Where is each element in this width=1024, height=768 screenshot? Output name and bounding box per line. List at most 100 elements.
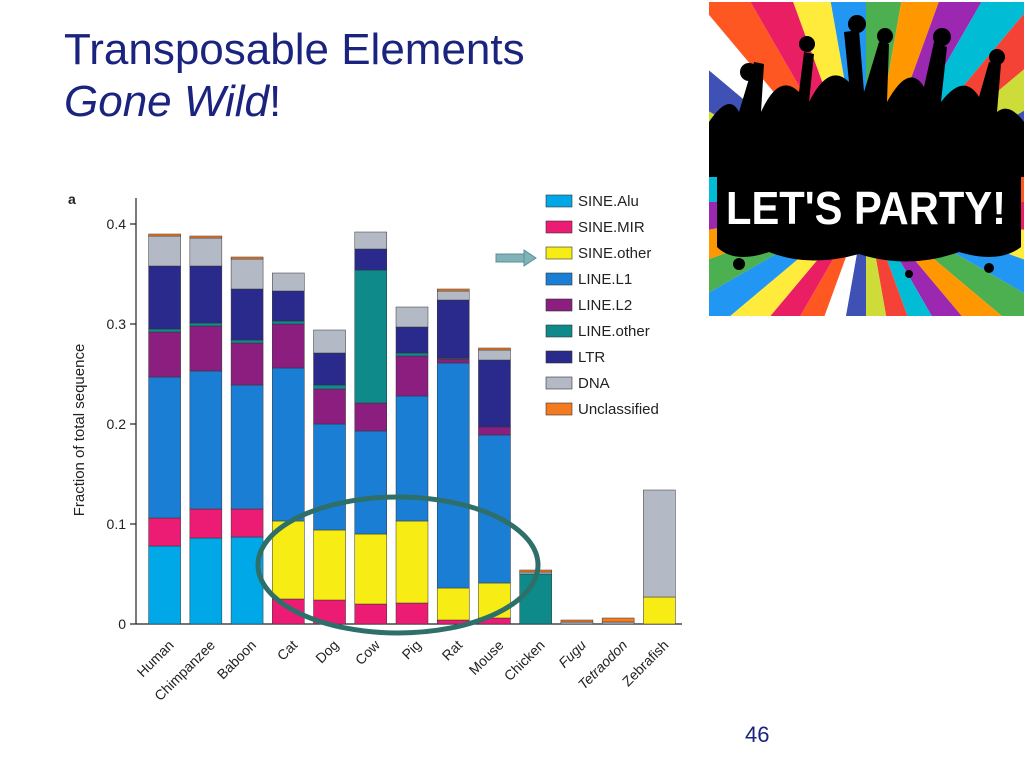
- bar-segment-line-l1: [313, 423, 346, 531]
- bar-segment-unclassified: [601, 617, 635, 623]
- bar-segment-ltr: [230, 288, 264, 341]
- ink-drop: [905, 270, 913, 278]
- title-line-2: Gone Wild!: [64, 76, 525, 128]
- bar-segment-line-l2: [354, 402, 388, 432]
- bar-segment-unclassified: [560, 619, 594, 623]
- bar-segment-line-other: [395, 352, 429, 357]
- bar-segment-dna: [354, 231, 388, 250]
- y-axis-label: Fraction of total sequence: [71, 344, 88, 517]
- legend-label: SINE.other: [578, 245, 651, 262]
- stacked-bar-chart: a Fraction of total sequence 0 0.1 0.2 0.3 0…: [68, 191, 682, 704]
- bar-segment-sine-mir: [148, 517, 181, 547]
- bar-segment-dna: [643, 489, 676, 598]
- highlight-ellipse: [255, 494, 541, 636]
- bar-segment-dna: [189, 237, 223, 267]
- bar-segment-line-other: [272, 320, 305, 325]
- rainbow-ray: [866, 69, 1024, 202]
- bar-segment-line-l2: [313, 388, 346, 425]
- bar-segment-ltr: [478, 359, 511, 428]
- bar-segment-ltr: [313, 352, 346, 386]
- bar-segment-line-l2: [189, 325, 223, 372]
- legend-swatch: [545, 350, 573, 364]
- bar-segment-line-l1: [148, 376, 181, 519]
- bar-segment-sine-mir: [313, 599, 346, 625]
- bar-segment-line-other: [313, 384, 346, 390]
- bar-segment-sine-alu: [230, 536, 264, 625]
- y-tick-label: 0.4: [107, 216, 127, 232]
- bar-segment-dna: [230, 258, 264, 290]
- bar-segment-dna: [148, 235, 181, 267]
- bar-segment-unclassified: [230, 256, 264, 260]
- bars: [148, 231, 676, 625]
- legend-label: LINE.other: [578, 323, 650, 340]
- bar-segment-line-l2: [395, 355, 429, 397]
- bar-segment-sine-mir: [354, 603, 388, 625]
- bar-segment-line-l1: [230, 384, 264, 510]
- arrow-icon: [495, 249, 537, 267]
- bar-segment-line-other: [189, 322, 223, 327]
- x-tick-label: Baboon: [214, 637, 259, 682]
- bar-segment-line-l1: [354, 430, 388, 535]
- bar-segment-sine-other: [354, 533, 388, 605]
- y-tick-label: 0: [118, 616, 126, 632]
- title-line-1: Transposable Elements: [64, 25, 525, 74]
- bar-segment-dna: [560, 621, 594, 625]
- bar-segment-sine-alu: [189, 537, 223, 625]
- party-image: LET'S PARTY!: [709, 2, 1024, 316]
- bar-segment-ltr: [148, 265, 181, 330]
- bar-segment-line-l1: [189, 370, 223, 510]
- x-tick-label: Rat: [439, 637, 466, 664]
- x-tick-label: Dog: [312, 637, 341, 666]
- bar-segment-unclassified: [189, 235, 223, 239]
- legend-label: LINE.L2: [578, 297, 632, 314]
- rainbow-ray: [866, 202, 908, 316]
- bar-segment-line-other: [354, 269, 388, 404]
- x-tick-label: Cat: [274, 637, 301, 664]
- legend-swatch: [545, 298, 573, 312]
- legend-label: SINE.Alu: [578, 193, 639, 210]
- bar-segment-line-l1: [436, 362, 470, 589]
- legend-swatch: [545, 324, 573, 338]
- bar-segment-sine-other: [643, 596, 676, 625]
- bar-segment-line-l1: [272, 367, 305, 522]
- bar-segment-line-l1: [395, 395, 429, 522]
- party-banner-text: LET'S PARTY!: [726, 182, 1006, 234]
- bar-segment-dna: [272, 272, 305, 292]
- bar-segment-ltr: [272, 290, 305, 322]
- bar-segment-ltr: [436, 299, 470, 359]
- legend-label: LINE.L1: [578, 271, 632, 288]
- bar-segment-line-l2: [230, 342, 264, 386]
- legend-swatch: [545, 272, 573, 286]
- bar-segment-dna: [478, 349, 511, 361]
- ink-splash: [717, 156, 1021, 262]
- bar-segment-line-other: [148, 328, 181, 333]
- legend-swatch: [545, 376, 573, 390]
- legend-swatch: [545, 246, 573, 260]
- bar-segment-line-l2: [436, 358, 470, 364]
- x-tick-label: Cow: [352, 636, 384, 668]
- bar-segment-unclassified: [148, 233, 181, 237]
- legend-swatch: [545, 220, 573, 234]
- bar-segment-dna: [313, 329, 346, 354]
- bar-segment-sine-alu: [148, 545, 181, 625]
- legend-label: DNA: [578, 375, 610, 392]
- bar-segment-dna: [601, 621, 635, 625]
- x-tick-label: Fugu: [555, 637, 589, 671]
- y-tick-label: 0.1: [107, 516, 127, 532]
- bar-segment-dna: [395, 306, 429, 328]
- bar-segment-sine-other: [395, 520, 429, 604]
- ink-drop: [984, 263, 994, 273]
- y-tick-label: 0.2: [107, 416, 127, 432]
- x-tick-label: Pig: [398, 637, 424, 663]
- title-italic-text: Gone Wild: [64, 77, 270, 126]
- bar-segment-dna: [436, 290, 470, 301]
- y-tick-label: 0.3: [107, 316, 127, 332]
- bar-segment-sine-mir: [230, 508, 264, 538]
- title-exclamation: !: [269, 77, 282, 126]
- bar-segment-sine-other: [272, 520, 305, 600]
- bar-segment-line-l2: [272, 323, 305, 369]
- page-number: 46: [745, 722, 770, 747]
- bar-segment-ltr: [395, 326, 429, 354]
- slide-title: Transposable Elements Gone Wild!: [64, 24, 525, 128]
